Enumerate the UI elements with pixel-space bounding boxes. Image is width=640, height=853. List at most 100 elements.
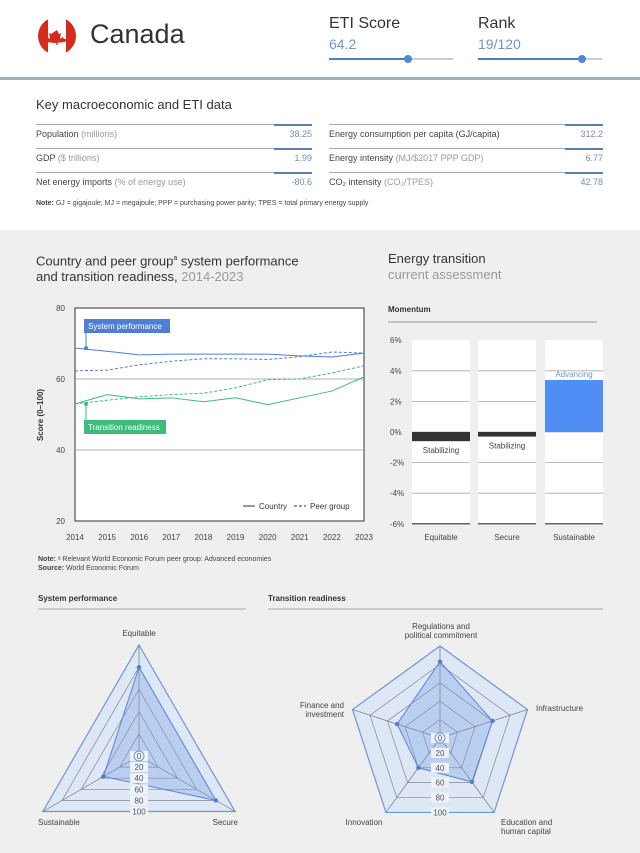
y-tick-label: 60 <box>56 375 65 384</box>
source-label: Source: <box>38 565 65 572</box>
radar-point <box>490 718 495 724</box>
note-text: ᵃ Relevant World Economic Forum peer gro… <box>57 556 272 563</box>
line-plot-area <box>74 307 365 522</box>
annotation-dot <box>84 401 88 406</box>
row-value: 38.25 <box>289 129 312 139</box>
momentum-y-tick: 0% <box>390 428 402 437</box>
momentum-status-label: Stabilizing <box>423 446 459 455</box>
x-tick-label: 2014 <box>66 533 84 542</box>
row-label: Net energy imports (% of energy use) <box>36 177 186 187</box>
radar-axis-label: Regulations and <box>412 622 470 631</box>
annotation-dot <box>84 346 88 351</box>
radar-ring-label: 60 <box>436 779 445 788</box>
row-divider <box>329 172 603 173</box>
rank-label: Rank <box>478 15 516 32</box>
radar-ring-label: 100 <box>433 808 447 817</box>
radar-axis-label: investment <box>305 710 344 719</box>
series-line-transition-readiness-country <box>74 376 365 406</box>
trend-title: Country and peer groupa system performan… <box>36 251 299 285</box>
radar-ring-label: 20 <box>135 763 144 772</box>
radar-axis-label: Sustainable <box>38 818 80 827</box>
row-label: CO₂ intensity (CO₂/TPES) <box>329 177 433 187</box>
radar-point <box>416 765 421 770</box>
left-label: Population <box>36 129 79 139</box>
x-tick-label: 2021 <box>291 533 309 542</box>
radar-ring-label-bg <box>130 762 148 773</box>
row-divider <box>36 124 312 125</box>
radar-ring-label: 0 <box>137 752 142 761</box>
row-value: 312.2 <box>580 129 603 139</box>
eti-score-value: 64.2 <box>329 36 357 52</box>
row-value: 42.78 <box>580 177 603 187</box>
radar-spoke <box>439 709 528 739</box>
radar-center-marker <box>133 750 145 762</box>
radar-title: Transition readiness <box>268 594 346 603</box>
country-name: Canada <box>90 19 185 49</box>
rank-value: 19/120 <box>478 36 521 52</box>
radar-spoke <box>439 737 495 813</box>
row-label: Energy intensity (MJ/$2017 PPP GDP) <box>329 153 483 163</box>
radar-point <box>213 798 219 803</box>
radar-ring-label-bg <box>431 747 449 758</box>
row-divider-accent <box>274 148 312 150</box>
radar-ring-label-bg <box>130 773 148 784</box>
radar-ring-label: 0 <box>438 734 443 743</box>
note-label: Note: <box>36 200 54 207</box>
transition-title: Energy transition current assessment <box>388 251 501 283</box>
transition-title-text: Energy transition <box>388 251 486 266</box>
momentum-y-tick: 2% <box>390 397 402 406</box>
radar-axis-label: human capital <box>501 827 551 836</box>
key-data-title: Key macroeconomic and ETI data <box>36 97 232 112</box>
y-tick-label: 40 <box>56 446 65 455</box>
radar-axis-label: Equitable <box>122 629 156 638</box>
row-value: 6.77 <box>585 153 603 163</box>
x-tick-label: 2020 <box>259 533 277 542</box>
momentum-category-label: Equitable <box>424 533 458 542</box>
row-divider-accent <box>565 148 603 150</box>
radar-point <box>437 659 443 664</box>
radar-ring-label: 80 <box>436 794 445 803</box>
annotation-box <box>84 420 166 434</box>
radar-ring-label-bg <box>431 807 449 818</box>
radar-spoke <box>138 755 236 812</box>
header-section <box>0 0 640 230</box>
note-text: GJ = gigajoule; MJ = megajoule; PPP = pu… <box>55 200 369 207</box>
trend-title-part: system performance <box>177 253 299 269</box>
row-divider-accent <box>565 172 603 174</box>
radar-ring-label-bg <box>431 762 449 773</box>
row-value: 1.99 <box>294 153 312 163</box>
radar-title: System performance <box>38 594 118 603</box>
annotation-label: System performance <box>88 322 162 331</box>
row-divider <box>36 148 312 149</box>
rank-bar <box>478 55 602 63</box>
y-tick-label: 20 <box>56 517 65 526</box>
annotation-label: Transition readiness <box>88 423 160 432</box>
right-label: Energy intensity <box>329 153 394 163</box>
row-divider <box>329 148 603 149</box>
radar-ring-label: 80 <box>135 796 144 805</box>
momentum-y-tick: -4% <box>390 489 404 498</box>
right-label: CO₂ intensity <box>329 177 382 187</box>
x-tick-label: 2022 <box>323 533 341 542</box>
radar-ring-label-bg <box>130 795 148 806</box>
series-line-transition-readiness-peer-group <box>74 365 365 405</box>
radar-value-area <box>396 660 494 783</box>
radar-point <box>136 665 142 670</box>
key-data-note: Note: GJ = gigajoule; MJ = megajoule; PP… <box>36 200 368 207</box>
row-label: Population (millions) <box>36 129 117 139</box>
y-axis-label: Score (0–100) <box>36 389 45 441</box>
series-line-system-performance-peer-group <box>74 351 365 372</box>
legend-peer-label: Peer group <box>310 502 350 511</box>
source-text: World Economic Forum <box>66 565 140 572</box>
x-tick-label: 2015 <box>98 533 116 542</box>
radar-ring-label: 40 <box>135 774 144 783</box>
x-tick-label: 2018 <box>195 533 213 542</box>
header-divider <box>0 77 640 80</box>
legend-country-label: Country <box>259 502 287 511</box>
radar-ring-label: 40 <box>436 764 445 773</box>
radar-point <box>469 779 475 785</box>
momentum-y-tick: 4% <box>390 367 402 376</box>
radar-ring-label-bg <box>431 777 449 788</box>
trend-title-part: and transition readiness, <box>36 269 178 285</box>
y-tick-label: 80 <box>56 304 65 313</box>
